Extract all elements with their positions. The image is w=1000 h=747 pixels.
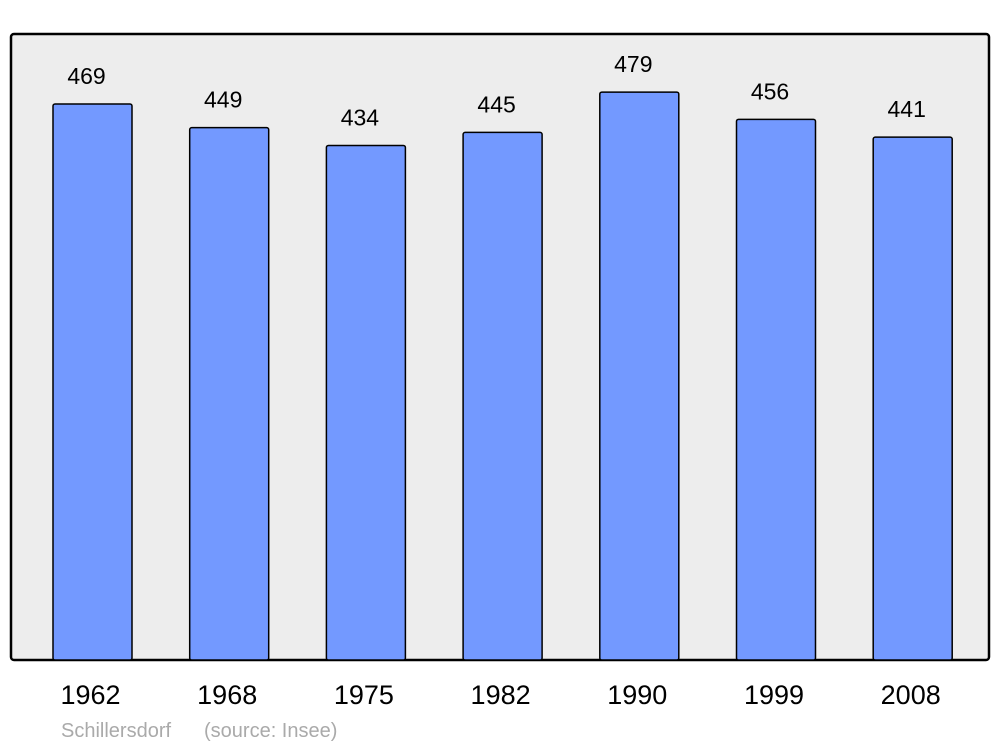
data-label-1999: 456 bbox=[751, 78, 789, 104]
data-label-1975: 434 bbox=[341, 104, 380, 130]
footer-place: Schillersdorf bbox=[61, 720, 171, 742]
data-label-1968: 449 bbox=[204, 87, 242, 113]
x-tick-label-2008: 2008 bbox=[881, 680, 941, 710]
bar-1975 bbox=[325, 144, 407, 661]
bar-1982 bbox=[462, 131, 543, 661]
data-label-1962: 469 bbox=[67, 63, 105, 89]
data-label-1982: 445 bbox=[477, 91, 515, 117]
x-tick-label-1962: 1962 bbox=[60, 680, 120, 710]
x-tick-label-1990: 1990 bbox=[607, 680, 667, 710]
x-tick-label-1968: 1968 bbox=[197, 680, 257, 710]
x-tick-label-1999: 1999 bbox=[744, 680, 804, 710]
bar-2008 bbox=[872, 136, 953, 661]
data-label-2008: 441 bbox=[888, 96, 926, 122]
x-tick-label-1982: 1982 bbox=[471, 680, 531, 710]
data-label-1990: 479 bbox=[614, 51, 652, 77]
x-tick-label-1975: 1975 bbox=[334, 680, 394, 710]
bar-1962 bbox=[52, 103, 133, 661]
footer-source: (source: Insee) bbox=[204, 720, 337, 742]
bar-1968 bbox=[188, 126, 270, 661]
bar-1999 bbox=[735, 118, 817, 661]
bar-1990 bbox=[599, 91, 680, 661]
